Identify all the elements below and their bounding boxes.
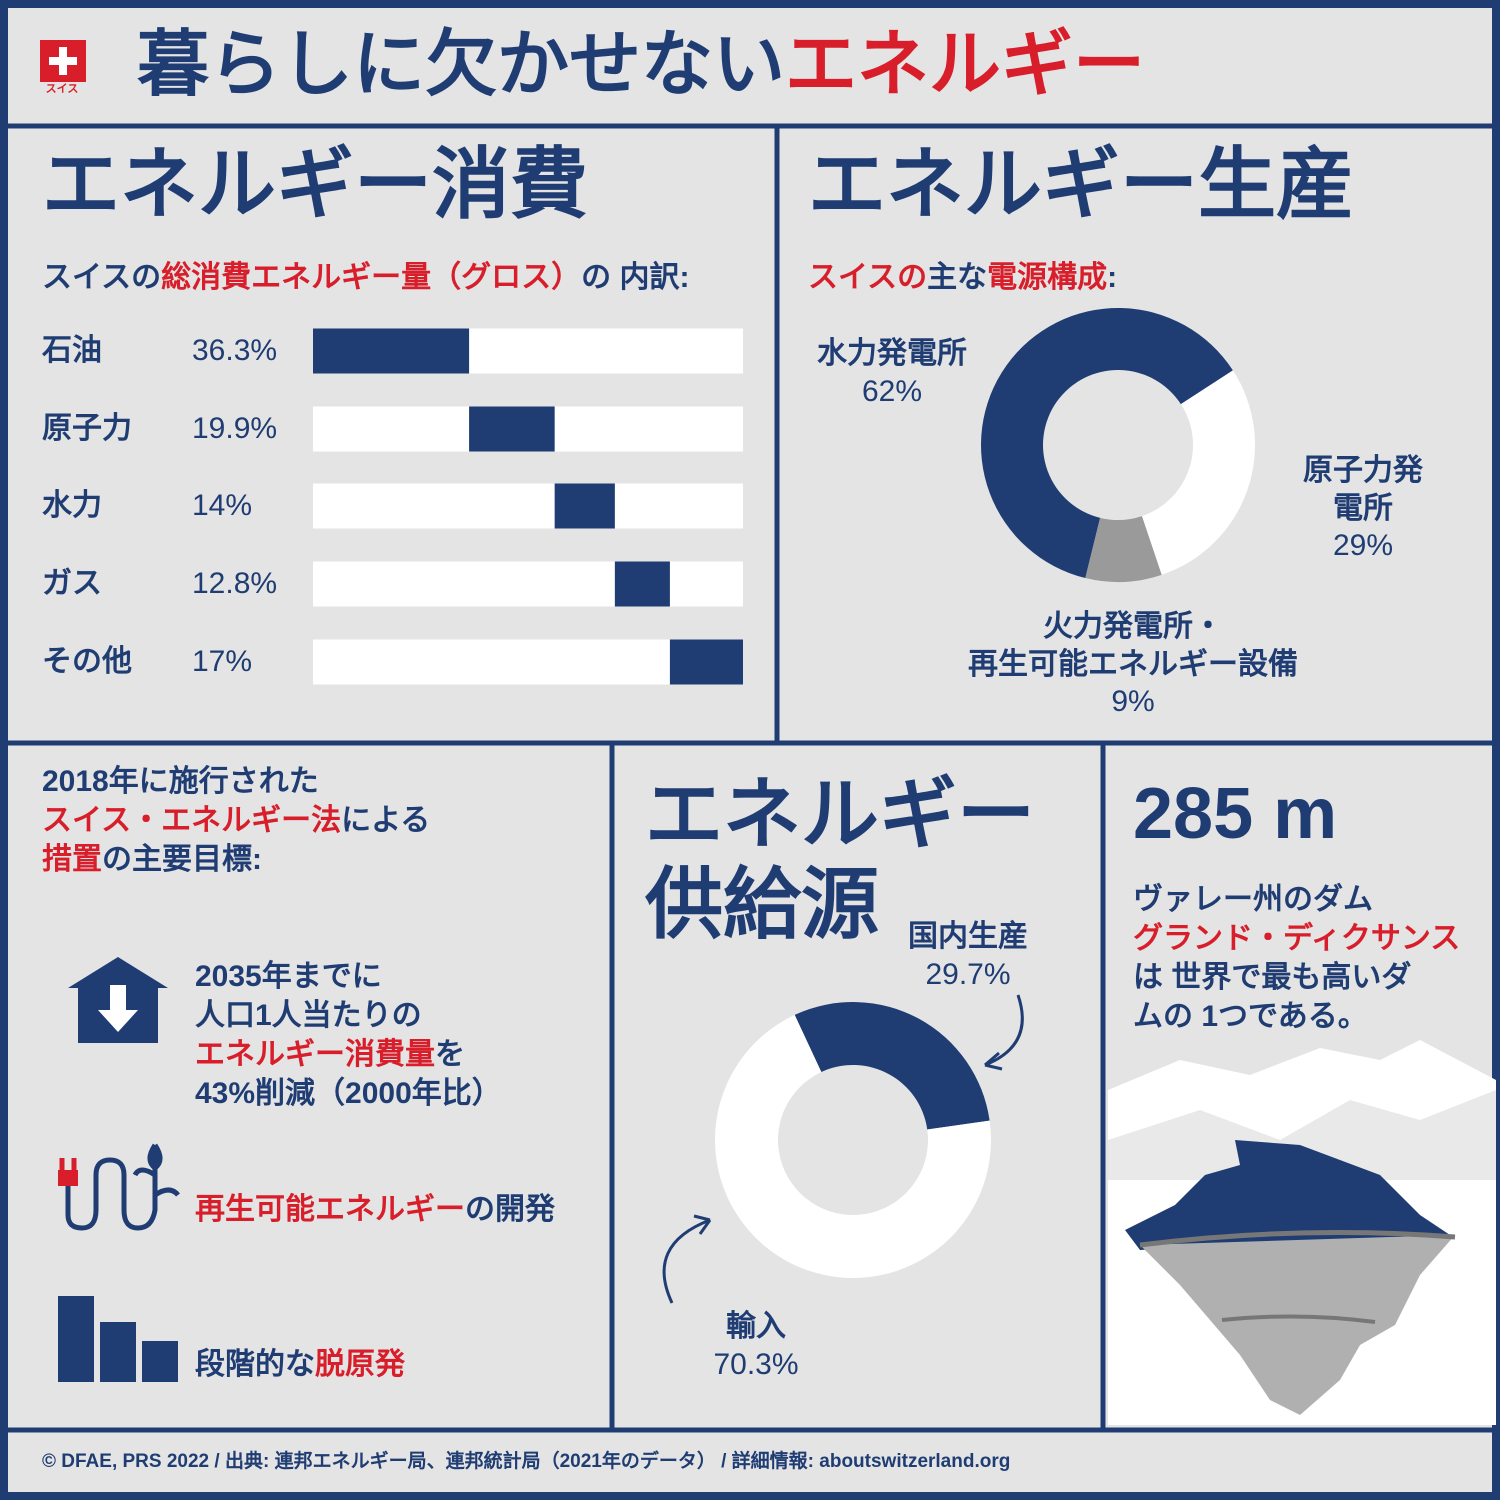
slice-category: 輸入 — [725, 1310, 786, 1343]
slice-category: 火力発電所・ 再生可能エネルギー設備 — [968, 610, 1298, 681]
bar — [669, 639, 743, 685]
text: 総消費エネルギー量（グロス） — [161, 261, 582, 294]
plug-icon — [58, 1143, 180, 1231]
donut-slice — [980, 307, 1233, 579]
title-part: 暮らしに欠かせない — [137, 25, 786, 105]
text: 電源構成 — [987, 261, 1108, 294]
slice-value: 70.3% — [713, 1347, 799, 1381]
slice-label: 国内生産 29.7% — [908, 918, 1028, 993]
text: スイスの — [808, 261, 928, 294]
donut-slice — [794, 1001, 990, 1130]
text: 段階的な — [195, 1348, 315, 1381]
house-icon — [68, 957, 168, 1043]
slice-category: 国内生産 — [908, 920, 1028, 953]
value-label: 36.3% — [192, 334, 278, 367]
text: の開発 — [465, 1193, 555, 1226]
slice-value: 62% — [861, 374, 923, 408]
slice-category: 水力発電所 — [817, 337, 967, 370]
slice-label: 輸入 70.3% — [713, 1308, 798, 1383]
category-label: ガス — [42, 567, 102, 600]
section-subtitle: スイスの主な電源構成: — [808, 258, 1117, 297]
donut-slice — [1085, 516, 1162, 582]
slice-label: 火力発電所・ 再生可能エネルギー設備 9% — [968, 608, 1298, 721]
text: の主要目標: — [102, 843, 262, 876]
category-label: その他 — [42, 645, 132, 678]
value-label: 12.8% — [192, 567, 278, 600]
footer: © DFAE, PRS 2022 / 出典: 連邦エネルギー局、連邦統計局（20… — [42, 1451, 1011, 1472]
text: 脱原発 — [315, 1348, 405, 1381]
section-subtitle: スイスの総消費エネルギー量（グロス）の 内訳: — [42, 258, 689, 297]
flag-label: スイス — [45, 83, 79, 95]
slice-value: 29.7% — [925, 957, 1011, 991]
text: 主な — [927, 261, 988, 294]
goal: 段階的な脱原発 — [195, 1345, 405, 1384]
bar — [554, 483, 615, 529]
arrows — [662, 994, 1024, 1304]
section-title: エネルギー 供給源 — [645, 770, 1036, 948]
text: 再生可能エネルギー — [195, 1193, 465, 1226]
text: エネルギー消費量 — [195, 1038, 435, 1071]
goal: 再生可能エネルギーの開発 — [195, 1190, 555, 1229]
law-intro: 2018年に施行された スイス・エネルギー法による 措置の主要目標: — [42, 762, 430, 879]
text: スイスの — [42, 261, 162, 294]
bar-track — [313, 561, 743, 607]
donut-slice — [1141, 370, 1256, 575]
dam-illustration — [1108, 1040, 1496, 1425]
text: は 世界で最も高いダ ムの 1つである。 — [1133, 961, 1412, 1033]
text: スイス・エネルギー法 — [42, 804, 342, 837]
flag — [40, 40, 86, 82]
donut-slice — [715, 1014, 991, 1278]
value-label: 14% — [192, 489, 253, 522]
slice-category: 原子力発電所 — [1303, 454, 1423, 525]
text: 2018年に施行された — [42, 765, 319, 798]
text: : — [1107, 261, 1118, 294]
title-part: エネルギー — [785, 25, 1146, 105]
bar — [614, 561, 670, 607]
text: 措置 — [42, 843, 102, 876]
goal: 2035年までに 人口1人当たりの エネルギー消費量を 43%削減（2000年比… — [195, 957, 502, 1113]
text: グランド・ディクサンス — [1133, 922, 1461, 955]
text: を 43%削減（2000年比） — [195, 1038, 502, 1110]
text: ヴァレー州のダム — [1133, 883, 1373, 916]
bar-track — [313, 483, 743, 529]
text: による — [341, 804, 431, 837]
value-label: 17% — [192, 645, 253, 678]
category-label: 水力 — [42, 489, 102, 522]
category-label: 石油 — [42, 334, 102, 367]
section-title: エネルギー生産 — [808, 140, 1355, 228]
slice-value: 9% — [1111, 685, 1155, 718]
value-label: 19.9% — [192, 412, 278, 445]
category-label: 原子力 — [42, 412, 132, 445]
bar — [469, 406, 555, 452]
text: 2035年までに 人口1人当たりの — [195, 960, 422, 1032]
phase-out-icon — [58, 1296, 178, 1382]
dam-height: 285 m — [1133, 774, 1338, 854]
dam-text: ヴァレー州のダム グランド・ディクサンス は 世界で最も高いダ ムの 1つである… — [1133, 880, 1460, 1036]
bar — [313, 328, 470, 374]
slice-label: 原子力発電所 29% — [1295, 452, 1432, 565]
section-title: エネルギー消費 — [42, 140, 589, 228]
slice-value: 29% — [1332, 529, 1394, 562]
slice-label: 水力発電所 62% — [817, 335, 967, 410]
text: の 内訳: — [581, 261, 690, 294]
main-title: 暮らしに欠かせないエネルギー — [137, 22, 1145, 108]
